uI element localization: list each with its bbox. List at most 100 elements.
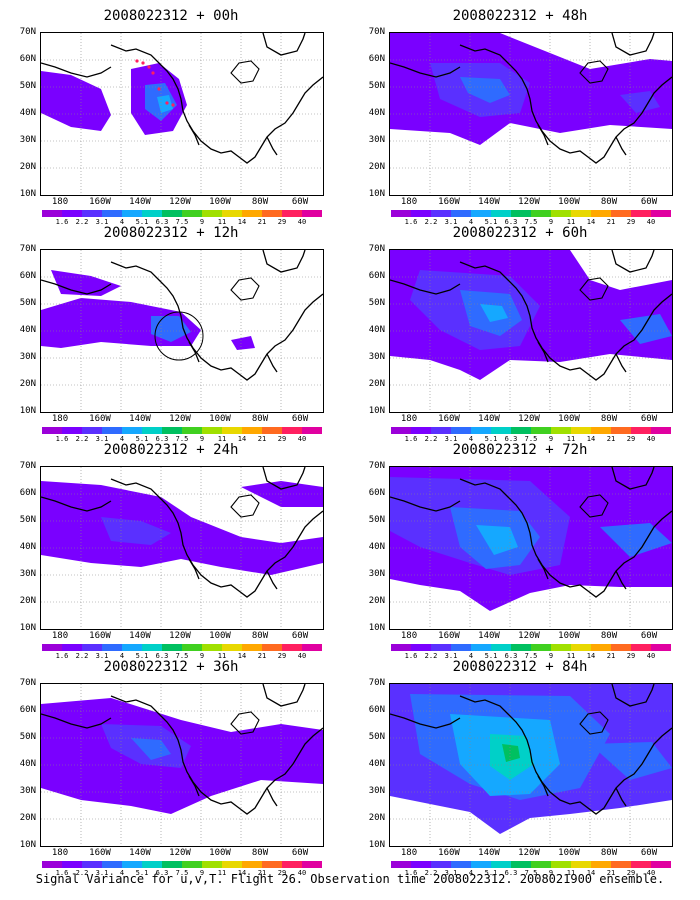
lon-tick-label: 180 <box>51 414 69 424</box>
lat-tick-label: 30N <box>19 135 36 145</box>
panel-72h: 2008022312 + 72h 70N 60N 50N 40N 30N 20N 10N 18… <box>355 442 685 660</box>
lat-tick-label: 40N <box>19 759 36 769</box>
coastline <box>611 467 655 490</box>
colorbar-tick-label: 14 <box>237 435 247 443</box>
colorbar-tick-label: 2.2 <box>75 652 89 660</box>
lon-tick-label: 120W <box>518 631 540 641</box>
colorbar-swatch <box>431 427 451 434</box>
colorbar-tick-label: 21 <box>257 869 267 877</box>
colorbar-swatch <box>282 861 302 868</box>
lat-tick-label: 20N <box>19 162 36 172</box>
lon-tick-label: 60W <box>291 197 309 207</box>
colorbar-tick-label: 11 <box>217 652 227 660</box>
colorbar-tick-label: 2.2 <box>424 435 438 443</box>
lon-tick-label: 80W <box>600 848 618 858</box>
lat-tick-label: 60N <box>368 271 385 281</box>
coastline <box>611 684 655 707</box>
colorbar-tick-label: 14 <box>586 435 596 443</box>
lon-tick-label: 60W <box>291 414 309 424</box>
coastline <box>262 33 306 56</box>
colorbar-tick-label: 21 <box>606 435 616 443</box>
colorbar <box>42 861 322 868</box>
colorbar-tick-label: 1.6 <box>55 652 69 660</box>
lon-tick-label: 140W <box>129 414 151 424</box>
colorbar-swatch <box>411 427 431 434</box>
colorbar <box>42 427 322 434</box>
lat-tick-label: 70N <box>19 461 36 471</box>
variance-contour-fill <box>590 742 672 780</box>
observation-point <box>171 103 175 107</box>
colorbar-tick-label: 5.1 <box>484 218 498 226</box>
colorbar-swatch <box>202 210 222 217</box>
coastline <box>615 353 627 373</box>
colorbar-tick-label: 1.6 <box>55 435 69 443</box>
colorbar-tick-label: 29 <box>626 218 636 226</box>
map-svg <box>390 33 672 195</box>
colorbar-swatch <box>222 427 242 434</box>
colorbar-tick-label: 3.1 <box>95 652 109 660</box>
lat-tick-label: 10N <box>368 623 385 633</box>
colorbar <box>42 644 322 651</box>
coastline <box>41 496 112 512</box>
colorbar-swatch <box>411 861 431 868</box>
colorbar-swatch <box>122 861 142 868</box>
lon-tick-label: 80W <box>251 197 269 207</box>
colorbar-swatch <box>242 210 262 217</box>
colorbar-swatch <box>551 210 571 217</box>
colorbar-swatch <box>531 427 551 434</box>
lon-tick-label: 60W <box>640 848 658 858</box>
map-area <box>389 32 673 196</box>
colorbar-swatch <box>222 210 242 217</box>
colorbar-swatch <box>511 210 531 217</box>
colorbar-swatch <box>651 210 671 217</box>
colorbar-tick-label: 29 <box>277 218 287 226</box>
colorbar-tick-label: 40 <box>297 869 307 877</box>
coastline <box>110 695 323 815</box>
colorbar-swatch <box>302 427 322 434</box>
colorbar-tick-label: 1.6 <box>404 652 418 660</box>
coastline <box>110 44 323 164</box>
colorbar-tick-label: 2.2 <box>75 435 89 443</box>
colorbar-tick-label: 21 <box>606 652 616 660</box>
colorbar-labels: 1.6 2.2 3.1 4 5.1 6.3 7.5 9 11 14 21 29 40 <box>42 652 322 662</box>
colorbar-swatch <box>182 427 202 434</box>
coastline <box>230 494 260 518</box>
colorbar-swatch <box>651 861 671 868</box>
variance-contour-fill <box>620 314 672 344</box>
colorbar-swatch <box>651 644 671 651</box>
colorbar-swatch <box>611 861 631 868</box>
colorbar-tick-label: 7.5 <box>175 218 189 226</box>
colorbar-tick-label: 1.6 <box>404 435 418 443</box>
colorbar-swatch <box>391 644 411 651</box>
lon-tick-label: 180 <box>400 631 418 641</box>
lon-tick-label: 100W <box>558 414 580 424</box>
variance-contour-fill <box>41 481 323 575</box>
colorbar-tick-label: 4 <box>468 435 474 443</box>
lat-tick-label: 10N <box>368 189 385 199</box>
coastline <box>390 713 461 729</box>
panel-24h: 2008022312 + 24h 70N 60N 50N 40N 30N 20N 10N 18… <box>6 442 336 660</box>
panel-title: 2008022312 + 12h <box>103 225 239 241</box>
colorbar-labels: 1.6 2.2 3.1 4 5.1 6.3 7.5 9 11 14 21 29 40 <box>42 435 322 445</box>
colorbar-swatch <box>102 861 122 868</box>
colorbar-tick-label: 2.2 <box>424 652 438 660</box>
colorbar-swatch <box>571 644 591 651</box>
observation-point <box>135 59 139 63</box>
colorbar-swatch <box>162 210 182 217</box>
lat-tick-label: 50N <box>368 732 385 742</box>
colorbar-swatch <box>82 644 102 651</box>
lat-tick-label: 10N <box>19 840 36 850</box>
lon-tick-label: 80W <box>251 414 269 424</box>
lat-tick-label: 50N <box>368 515 385 525</box>
lat-tick-label: 20N <box>368 162 385 172</box>
colorbar-swatch <box>42 427 62 434</box>
colorbar-tick-label: 21 <box>257 435 267 443</box>
panel-36h: 2008022312 + 36h 70N 60N 50N 40N 30N 20N 10N 18… <box>6 659 336 877</box>
colorbar-tick-label: 9 <box>548 869 554 877</box>
coastline <box>266 136 278 156</box>
colorbar-swatch <box>122 210 142 217</box>
lon-tick-label: 100W <box>558 197 580 207</box>
colorbar-swatch <box>262 861 282 868</box>
colorbar-labels: 1.6 2.2 3.1 4 5.1 6.3 7.5 9 11 14 21 29 40 <box>391 869 671 879</box>
lon-tick-label: 60W <box>291 848 309 858</box>
